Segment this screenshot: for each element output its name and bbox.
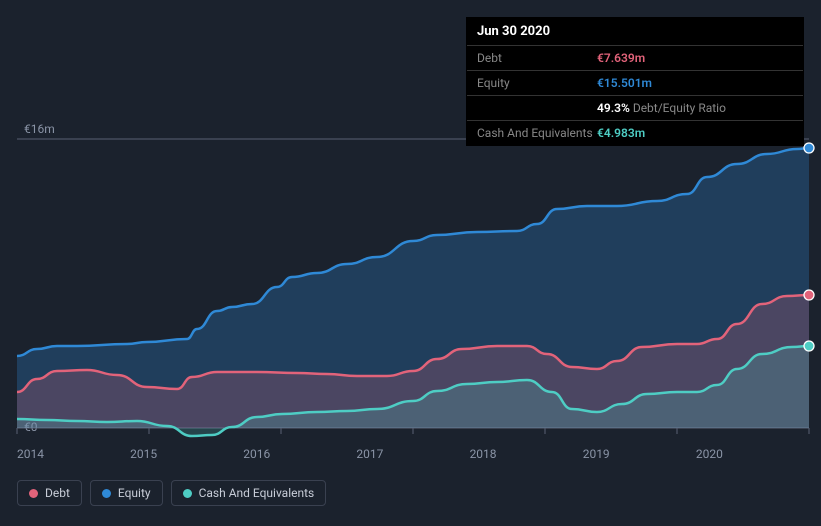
legend-dot [102, 489, 111, 498]
tooltip-row-label: Cash And Equivalents [477, 126, 597, 140]
legend-item-cash[interactable]: Cash And Equivalents [171, 480, 327, 506]
x-label: 2017 [356, 447, 469, 461]
legend-item-equity[interactable]: Equity [90, 480, 163, 506]
legend-dot [183, 489, 192, 498]
tooltip-date: Jun 30 2020 [467, 18, 803, 45]
legend-label: Cash And Equivalents [199, 486, 315, 500]
x-label: 2019 [583, 447, 696, 461]
tooltip-row: Cash And Equivalents€4.983m [467, 120, 803, 145]
legend: Debt Equity Cash And Equivalents [17, 480, 326, 506]
legend-dot [29, 489, 38, 498]
x-label: 2014 [17, 447, 130, 461]
series-end-marker [804, 341, 814, 351]
chart-tooltip: Jun 30 2020 Debt€7.639mEquity€15.501m49.… [466, 17, 804, 146]
legend-item-debt[interactable]: Debt [17, 480, 82, 506]
chart-plot[interactable] [17, 139, 809, 439]
x-label: 2015 [130, 447, 243, 461]
y-axis-label-max: €16m [24, 122, 55, 136]
x-label: 2016 [243, 447, 356, 461]
legend-label: Debt [45, 486, 70, 500]
series-end-marker [804, 143, 814, 153]
tooltip-row-label: Equity [477, 76, 597, 90]
series-end-marker [804, 290, 814, 300]
tooltip-row-label: Debt [477, 51, 597, 65]
x-label: 2018 [470, 447, 583, 461]
tooltip-row-value: €4.983m [597, 126, 645, 140]
x-axis-labels: 2014 2015 2016 2017 2018 2019 2020 [17, 447, 809, 461]
tooltip-row-value: 49.3% Debt/Equity Ratio [597, 101, 726, 115]
legend-label: Equity [118, 486, 151, 500]
tooltip-row-value: €15.501m [597, 76, 652, 90]
tooltip-row: Debt€7.639m [467, 45, 803, 70]
tooltip-row-value: €7.639m [597, 51, 645, 65]
x-label: 2020 [696, 447, 809, 461]
tooltip-row: Equity€15.501m [467, 70, 803, 95]
tooltip-row-label [477, 101, 597, 115]
tooltip-row: 49.3% Debt/Equity Ratio [467, 95, 803, 120]
